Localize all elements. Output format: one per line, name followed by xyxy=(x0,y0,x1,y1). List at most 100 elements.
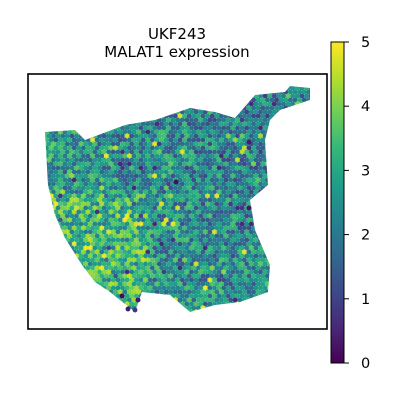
expression-spot xyxy=(143,157,148,163)
expression-spot xyxy=(149,121,155,127)
expression-spot xyxy=(244,133,250,139)
expression-spot xyxy=(255,281,261,287)
expression-spot xyxy=(117,185,123,191)
expression-spot xyxy=(235,141,240,147)
expression-spot xyxy=(133,213,139,219)
expression-spot xyxy=(108,265,114,271)
expression-spot xyxy=(156,253,162,259)
expression-spot xyxy=(239,133,245,139)
expression-spot xyxy=(147,269,153,275)
expression-spot xyxy=(161,285,167,291)
expression-spot xyxy=(51,157,56,163)
expression-spot xyxy=(154,177,160,183)
expression-spot xyxy=(90,225,96,231)
expression-spot xyxy=(163,153,169,159)
expression-spot xyxy=(189,253,194,259)
expression-spot xyxy=(189,109,194,115)
expression-spot xyxy=(161,229,167,235)
expression-spot xyxy=(251,257,257,263)
expression-spot xyxy=(235,173,240,179)
expression-spot xyxy=(221,141,227,147)
expression-spot xyxy=(246,121,252,127)
colorbar-tick-label: 3 xyxy=(361,163,370,179)
expression-spot xyxy=(218,233,224,239)
expression-spot xyxy=(193,133,199,139)
expression-spot xyxy=(57,201,63,207)
expression-spot xyxy=(83,197,89,203)
expression-spot xyxy=(163,257,169,263)
expression-spot xyxy=(184,293,190,299)
expression-spot xyxy=(76,177,82,183)
expression-spot xyxy=(193,269,199,275)
expression-spot xyxy=(120,205,125,211)
expression-spot xyxy=(126,201,132,207)
expression-spot xyxy=(101,245,107,251)
expression-spot xyxy=(253,109,259,115)
expression-spot xyxy=(237,121,243,127)
expression-spot xyxy=(260,169,266,175)
expression-spot xyxy=(193,125,199,131)
expression-spot xyxy=(179,141,185,147)
expression-spot xyxy=(67,137,73,143)
expression-spot xyxy=(103,257,109,263)
expression-spot xyxy=(260,97,266,103)
expression-spot xyxy=(159,185,165,191)
expression-spot xyxy=(71,161,77,167)
expression-spot xyxy=(186,265,192,271)
expression-spot xyxy=(248,117,254,123)
expression-spot xyxy=(99,137,105,143)
expression-spot xyxy=(255,97,261,103)
expression-spot xyxy=(106,213,112,219)
expression-spot xyxy=(186,177,192,183)
expression-spot xyxy=(177,241,183,247)
expression-spot xyxy=(251,113,257,119)
expression-spot xyxy=(122,233,128,239)
expression-spot xyxy=(83,245,89,251)
expression-spot xyxy=(239,213,245,219)
expression-spot xyxy=(244,229,250,235)
expression-spot xyxy=(60,221,66,227)
expression-spot xyxy=(205,113,211,119)
expression-spot xyxy=(281,93,286,99)
expression-spot xyxy=(239,277,245,283)
expression-spot xyxy=(235,149,240,155)
expression-spot xyxy=(46,173,52,179)
expression-spot xyxy=(216,293,222,299)
expression-spot xyxy=(76,137,82,143)
expression-spot xyxy=(232,145,238,151)
expression-spot xyxy=(184,301,190,307)
expression-spot xyxy=(214,297,220,303)
expression-spot xyxy=(145,169,151,175)
expression-spot xyxy=(48,161,54,167)
expression-spot xyxy=(147,173,153,179)
expression-spot xyxy=(126,241,132,247)
expression-spot xyxy=(186,185,192,191)
expression-spot xyxy=(170,173,176,179)
expression-spot xyxy=(71,217,77,223)
expression-spot xyxy=(246,193,252,199)
expression-spot xyxy=(92,269,98,275)
expression-spot xyxy=(184,117,190,123)
expression-spot xyxy=(218,249,224,255)
expression-spot xyxy=(124,269,130,275)
expression-spot xyxy=(207,165,213,171)
expression-spot xyxy=(248,109,254,115)
expression-spot xyxy=(246,153,252,159)
expression-spot xyxy=(202,269,208,275)
expression-spot xyxy=(159,265,165,271)
expression-spot xyxy=(195,177,201,183)
expression-spot xyxy=(131,193,137,199)
expression-spot xyxy=(244,293,250,299)
expression-spot xyxy=(92,165,98,171)
expression-spot xyxy=(207,269,213,275)
expression-spot xyxy=(258,165,263,171)
expression-spot xyxy=(246,209,252,215)
expression-spot xyxy=(156,165,162,171)
expression-spot xyxy=(216,245,222,251)
expression-spot xyxy=(258,269,263,275)
expression-spot xyxy=(145,193,151,199)
expression-spot xyxy=(186,297,192,303)
expression-spot xyxy=(271,93,277,99)
expression-spot xyxy=(55,157,61,163)
expression-spot xyxy=(241,129,247,135)
